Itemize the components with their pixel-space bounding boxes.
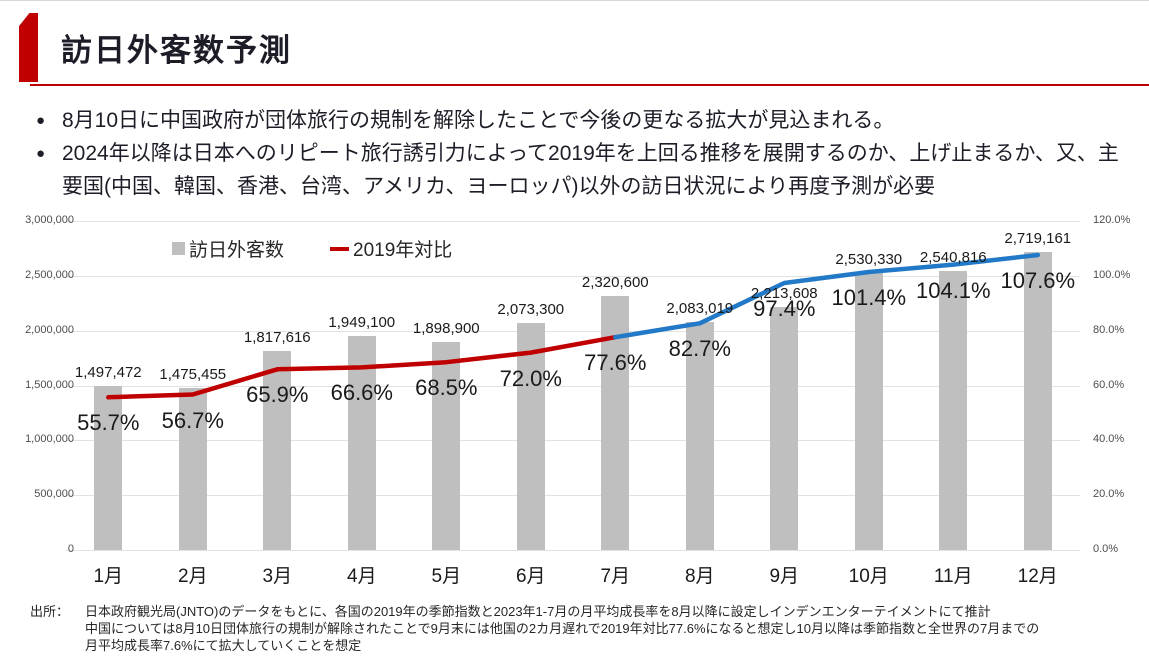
y-axis-left-tick: 2,000,000 — [25, 323, 74, 336]
bar-value-label: 1,817,616 — [243, 328, 311, 346]
gridline — [66, 550, 1080, 551]
y-axis-left-tick: 1,500,000 — [25, 378, 74, 391]
bullet-list: ● 8月10日に中国政府が団体旅行の規制を解除したことで今後の更なる拡大が見込ま… — [36, 104, 1121, 203]
gridline — [66, 275, 1080, 277]
bar — [178, 388, 207, 550]
bullet-icon: ● — [36, 112, 46, 129]
source-line: 月平均成長率7.6%にて拡大していくことを想定 — [85, 638, 362, 653]
x-axis-tick: 3月 — [262, 566, 293, 587]
x-axis-tick: 10月 — [848, 566, 889, 587]
bar-value-label: 2,073,300 — [497, 300, 565, 318]
line-actual — [106, 334, 618, 400]
y-axis-right-tick: 20.0% — [1093, 488, 1125, 501]
x-axis-tick: 12月 — [1017, 566, 1058, 587]
bar — [770, 307, 799, 550]
y-axis-left-tick: 0 — [67, 543, 74, 555]
line-percent-label: 97.4% — [753, 296, 816, 321]
source-note: 出所： 日本政府観光局(JNTO)のデータをもとに、各国の2019年の季節指数と… — [30, 603, 1140, 654]
title-underline — [30, 84, 1149, 86]
y-axis-right-tick: 0.0% — [1093, 543, 1119, 555]
x-axis-tick: 4月 — [347, 566, 377, 587]
y-axis-left-tick: 1,000,000 — [25, 433, 74, 446]
x-axis-tick: 6月 — [515, 566, 546, 587]
gridline — [66, 221, 1080, 222]
x-axis-tick: 7月 — [600, 566, 631, 587]
bar-value-label: 2,213,608 — [750, 285, 818, 303]
gridline — [66, 440, 1080, 442]
legend-label: 訪日外客数 — [189, 240, 285, 261]
line-percent-label: 65.9% — [246, 382, 309, 408]
line-series — [106, 252, 1041, 400]
line-series-swatch-icon — [330, 246, 350, 251]
y-axis-right-tick: 80.0% — [1093, 323, 1125, 336]
bar-value-label: 2,530,330 — [835, 250, 903, 268]
bar — [1023, 251, 1052, 550]
bullet-item: ● 2024年以降は日本へのリピート旅行誘引力によって2019年を上回る推移を展… — [36, 137, 1121, 203]
line-forecast — [613, 252, 1041, 340]
page-title: 訪日外客数予測 — [61, 33, 292, 68]
bar-value-label: 1,497,472 — [74, 363, 142, 381]
bar-value-label: 2,719,161 — [1004, 229, 1072, 247]
bar-value-label: 1,949,100 — [328, 314, 396, 332]
x-axis-tick: 8月 — [684, 566, 715, 587]
source-lines: 日本政府観光局(JNTO)のデータをもとに、各国の2019年の季節指数と2023… — [85, 603, 1140, 654]
y-axis-right-tick: 120.0% — [1093, 214, 1131, 226]
accent-flag-icon — [19, 13, 38, 82]
line-percent-label: 68.5% — [415, 375, 478, 401]
x-axis-tick: 9月 — [769, 566, 800, 587]
gridline — [66, 495, 1080, 497]
line-percent-label: 107.6% — [1000, 268, 1076, 293]
source-line: 中国については8月10日団体旅行の規制が解除されたことで9月末には他国の2カ月遅… — [85, 621, 1040, 636]
bar — [347, 336, 376, 550]
bar — [854, 272, 883, 550]
bar-value-label: 2,083,019 — [666, 299, 734, 317]
bar — [939, 271, 968, 550]
y-axis-right-tick: 40.0% — [1093, 433, 1125, 446]
y-axis-left-tick: 2,500,000 — [25, 268, 74, 281]
bar — [263, 350, 292, 550]
x-axis-tick: 11月 — [933, 566, 973, 587]
y-axis-left-tick: 500,000 — [34, 488, 74, 501]
line-percent-label: 101.4% — [831, 285, 907, 310]
bar-value-label: 2,540,816 — [919, 249, 987, 267]
line-percent-label: 72.0% — [499, 365, 562, 391]
bullet-text: 2024年以降は日本へのリピート旅行誘引力によって2019年を上回る推移を展開す… — [62, 142, 1119, 198]
bar — [685, 321, 714, 550]
gridline — [66, 385, 1080, 387]
x-axis-tick: 1月 — [93, 566, 124, 587]
bar-value-label: 1,898,900 — [412, 319, 480, 337]
y-axis-right-tick: 100.0% — [1093, 268, 1131, 281]
line-percent-label: 82.7% — [668, 336, 731, 362]
bar-value-label: 2,320,600 — [581, 273, 649, 291]
gridline — [66, 330, 1080, 332]
bar — [94, 385, 123, 550]
x-axis-tick: 2月 — [178, 566, 208, 587]
line-percent-label: 55.7% — [77, 410, 140, 436]
line-percent-label: 56.7% — [161, 407, 224, 433]
bar-value-label: 1,475,455 — [159, 366, 227, 384]
legend-item-line: 2019年対比 — [330, 235, 452, 262]
y-axis-right-tick: 60.0% — [1093, 378, 1125, 391]
chart-area: 訪日外客数 2019年対比 0 500,000 1,000,000 1,500,000… — [0, 209, 1149, 606]
source-label: 出所： — [30, 604, 70, 619]
legend-item-bar: 訪日外客数 — [172, 235, 284, 262]
line-percent-label: 66.6% — [330, 380, 393, 406]
source-line: 日本政府観光局(JNTO)のデータをもとに、各国の2019年の季節指数と2023… — [85, 604, 991, 619]
line-percent-label: 77.6% — [584, 350, 647, 376]
y-axis-left-tick: 3,000,000 — [25, 214, 74, 226]
legend-label: 2019年対比 — [353, 240, 453, 261]
bullet-item: ● 8月10日に中国政府が団体旅行の規制を解除したことで今後の更なる拡大が見込ま… — [36, 104, 1121, 137]
bar — [432, 341, 461, 550]
bar — [516, 322, 545, 550]
x-axis-tick: 5月 — [431, 566, 462, 587]
bar-series-swatch-icon — [172, 242, 185, 255]
chart-legend: 訪日外客数 2019年対比 — [172, 235, 452, 262]
line-percent-label: 104.1% — [915, 277, 991, 303]
bullet-text: 8月10日に中国政府が団体旅行の規制を解除したことで今後の更なる拡大が見込まれる… — [62, 109, 895, 132]
bullet-icon: ● — [36, 145, 46, 162]
